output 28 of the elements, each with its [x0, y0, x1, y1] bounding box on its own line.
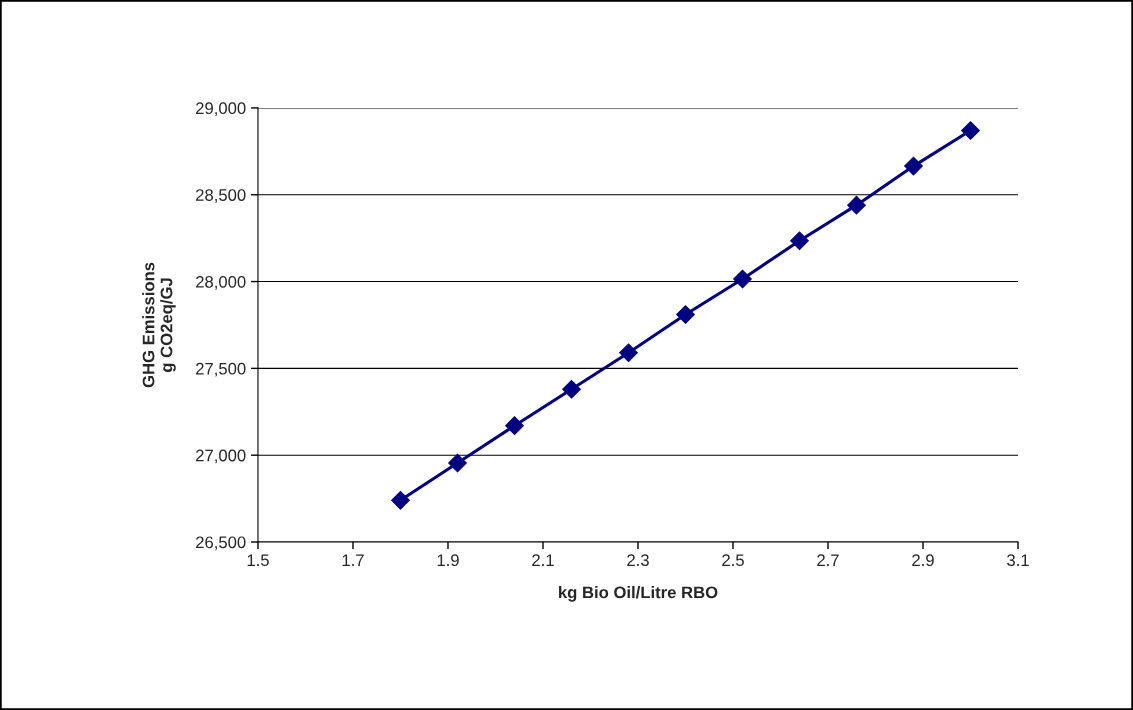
y-tick-label: 27,500: [196, 362, 246, 377]
x-tick-label: 2.9: [912, 554, 934, 567]
x-tick-label: 2.5: [722, 554, 744, 567]
y-axis-title: GHG Emissions g CO2eq/GJ: [142, 262, 176, 388]
point: [676, 305, 695, 324]
point: [505, 416, 524, 436]
y-tick-label: 26,500: [196, 536, 246, 551]
point: [448, 453, 467, 473]
x-tick-label: 2.3: [627, 554, 649, 567]
point: [391, 490, 410, 510]
point: [904, 156, 923, 176]
x-tick-label: 2.1: [532, 554, 554, 566]
point: [847, 195, 866, 215]
x-tick-label: 1.5: [247, 554, 269, 567]
x-tick-label: 2.7: [817, 554, 839, 566]
x-tick-label: 1.9: [437, 554, 459, 567]
x-axis-title: kg Bio Oil/Litre RBO: [559, 586, 718, 602]
y-tick-label: 28,500: [196, 189, 246, 203]
point: [961, 121, 980, 140]
y-tick-label: 28,000: [196, 275, 246, 290]
point: [733, 269, 752, 289]
point: [790, 231, 809, 251]
point: [619, 343, 638, 363]
y-tick-label: 29,000: [196, 102, 246, 117]
point: [562, 379, 581, 399]
y-tick-label: 27,000: [196, 449, 246, 464]
x-tick-label: 3.1: [1007, 554, 1029, 567]
x-tick-label: 1.7: [342, 554, 364, 566]
